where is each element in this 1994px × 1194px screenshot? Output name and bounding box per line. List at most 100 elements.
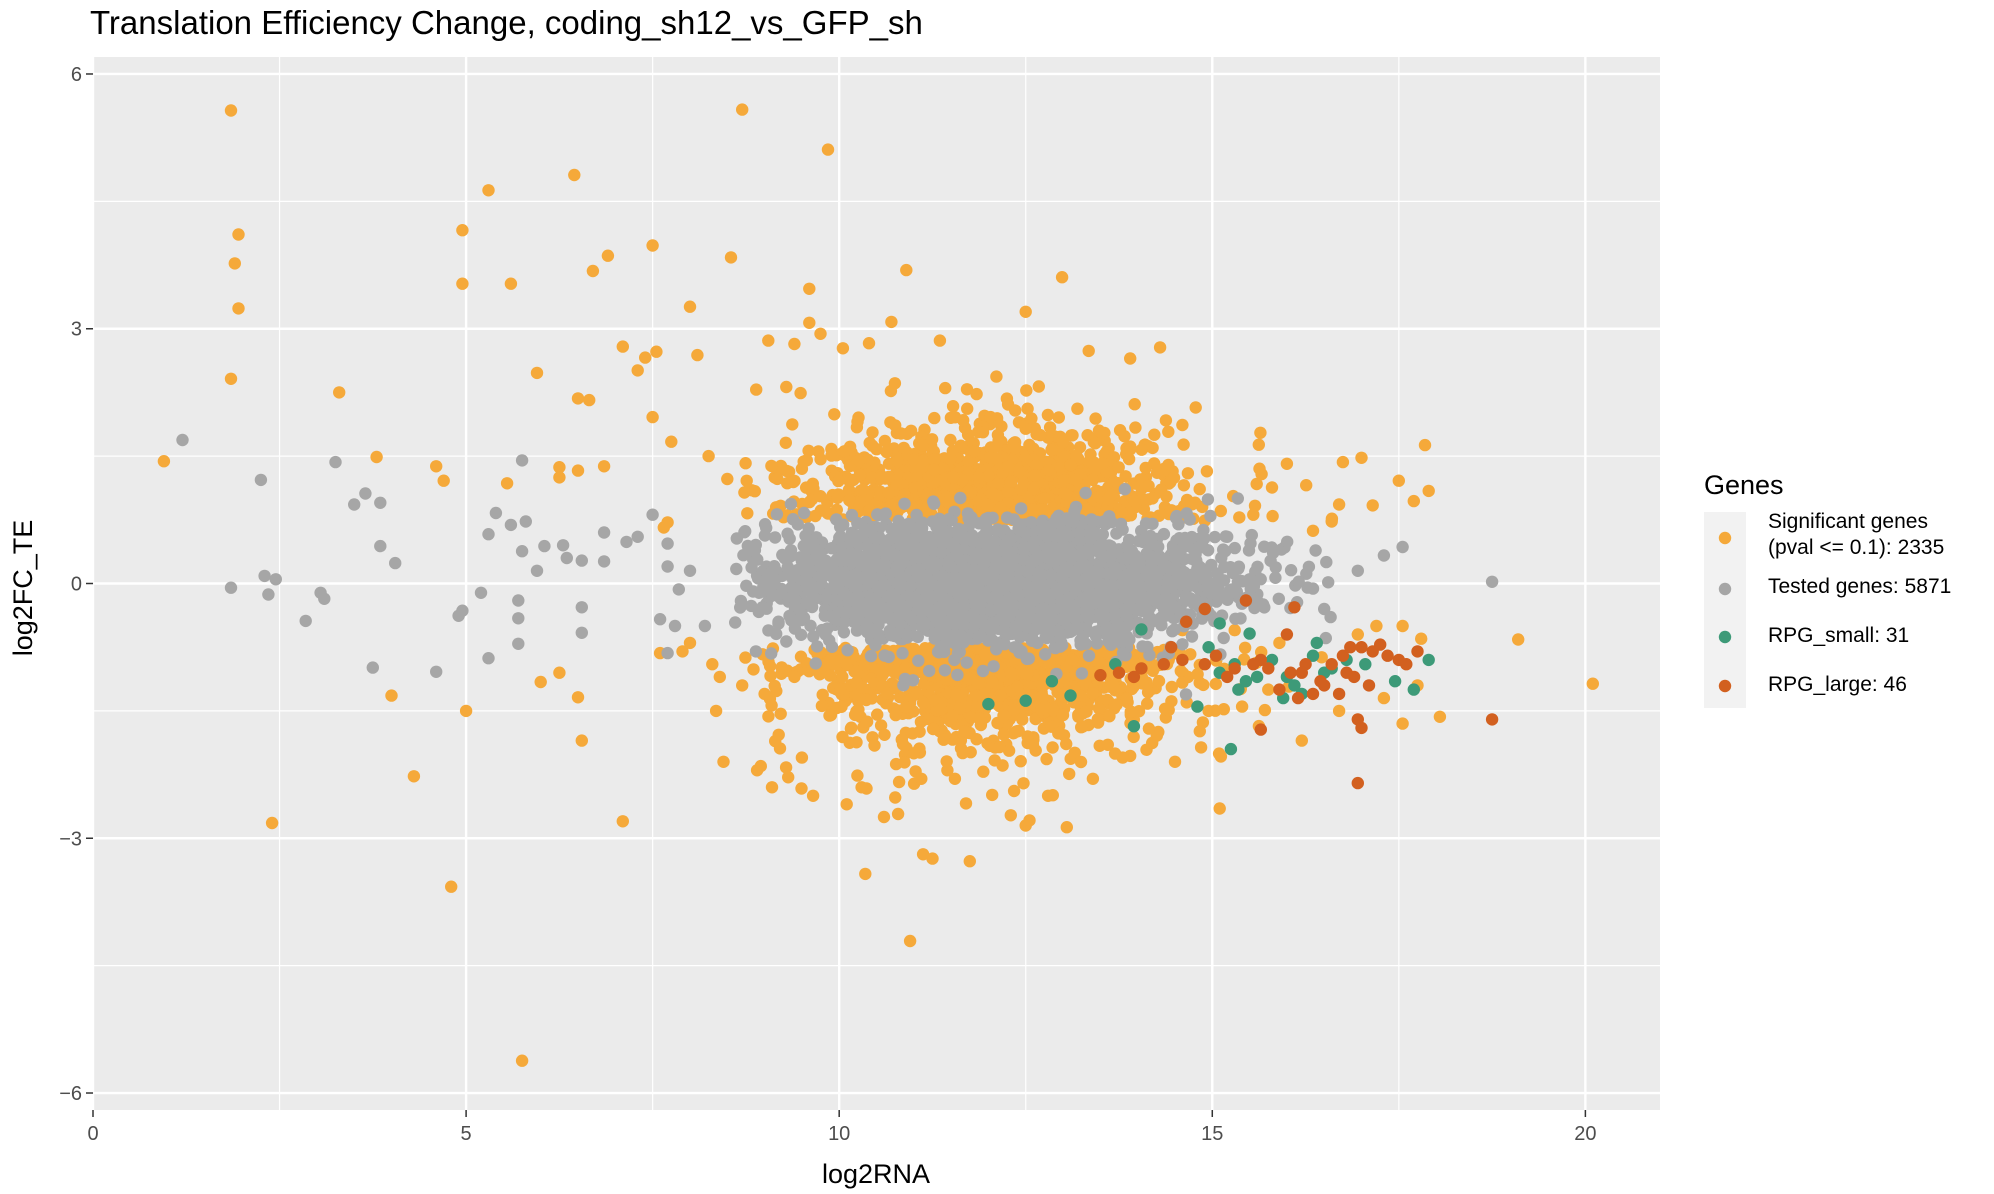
point-tested (1302, 560, 1316, 573)
point-significant (1366, 499, 1379, 512)
point-tested (734, 601, 747, 614)
point-tested (794, 612, 807, 625)
point-significant (1336, 455, 1350, 469)
point-significant (1040, 752, 1053, 766)
point-significant (782, 771, 795, 784)
point-significant (1056, 436, 1070, 449)
point-significant (879, 697, 893, 710)
point-significant (1159, 414, 1173, 427)
point-tested (998, 625, 1011, 638)
point-significant (906, 727, 919, 740)
point-significant (739, 651, 752, 664)
point-significant (814, 327, 827, 340)
point-significant (884, 416, 897, 429)
point-significant (1189, 401, 1202, 414)
point-significant (763, 659, 777, 673)
point-significant (907, 453, 920, 466)
point-significant (1252, 438, 1266, 451)
point-significant (959, 797, 973, 810)
point-significant (836, 342, 850, 355)
point-significant (1055, 271, 1069, 284)
point-significant (1023, 438, 1036, 452)
point-significant (969, 689, 982, 702)
point-tested (927, 497, 941, 510)
point-tested (821, 622, 834, 635)
point-significant (1064, 458, 1077, 472)
point-significant (960, 383, 974, 396)
point-tested (1204, 509, 1217, 523)
point-significant (1059, 487, 1073, 501)
point-significant (1154, 483, 1168, 496)
point-tested (954, 491, 967, 505)
point-tested (795, 555, 809, 568)
point-significant (683, 636, 697, 650)
point-tested (892, 514, 905, 528)
point-significant (963, 855, 976, 868)
point-significant (1001, 486, 1014, 499)
point-significant (1074, 755, 1088, 769)
point-significant (1052, 411, 1066, 424)
point-significant (1512, 633, 1525, 646)
point-significant (934, 703, 948, 716)
point-significant (889, 708, 902, 722)
point-significant (445, 880, 458, 893)
point-tested (976, 664, 990, 678)
point-tested (1118, 637, 1131, 650)
point-significant (1217, 703, 1231, 716)
point-significant (1112, 461, 1125, 474)
point-significant (739, 457, 752, 470)
point-significant (997, 728, 1010, 741)
point-significant (878, 434, 892, 448)
point-significant (1135, 443, 1148, 456)
point-significant (942, 496, 955, 509)
point-significant (1213, 802, 1226, 815)
point-significant (1200, 465, 1214, 478)
point-tested (1201, 493, 1215, 506)
point-significant (157, 455, 171, 468)
point-significant (1085, 456, 1099, 469)
point-significant (646, 239, 659, 252)
point-significant (1139, 461, 1152, 475)
point-tested (1206, 584, 1219, 597)
point-significant (954, 439, 968, 452)
point-significant (1194, 741, 1208, 754)
point-significant (926, 722, 940, 736)
point-significant (1162, 458, 1175, 472)
point-significant (962, 672, 976, 686)
point-significant (1089, 412, 1102, 425)
point-significant (1214, 504, 1228, 518)
point-tested (807, 630, 820, 643)
point-tested (1284, 564, 1298, 577)
point-significant (851, 415, 864, 428)
point-significant (1070, 473, 1083, 487)
point-significant (1174, 664, 1188, 678)
point-significant (1235, 700, 1249, 713)
point-significant (1086, 687, 1100, 700)
point-significant (1193, 482, 1206, 496)
point-significant (1103, 710, 1116, 723)
point-tested (783, 609, 796, 623)
point-significant (631, 364, 644, 377)
point-significant (780, 380, 793, 394)
point-significant (616, 815, 629, 828)
point-significant (1086, 772, 1100, 785)
point-tested (923, 664, 936, 678)
point-significant (888, 377, 902, 390)
point-tested (871, 508, 884, 521)
point-significant (972, 425, 985, 439)
point-significant (834, 683, 847, 696)
point-significant (1332, 704, 1346, 718)
point-significant (740, 474, 753, 487)
point-significant (1191, 668, 1204, 681)
point-tested (964, 513, 977, 527)
point-significant (806, 789, 820, 802)
point-tested (1228, 541, 1242, 555)
point-significant (871, 708, 884, 721)
point-significant (888, 666, 901, 679)
point-significant (333, 386, 346, 399)
point-tested (1231, 492, 1245, 505)
point-significant (779, 761, 793, 774)
point-significant (781, 477, 794, 490)
point-significant (385, 689, 398, 702)
point-significant (973, 712, 986, 725)
